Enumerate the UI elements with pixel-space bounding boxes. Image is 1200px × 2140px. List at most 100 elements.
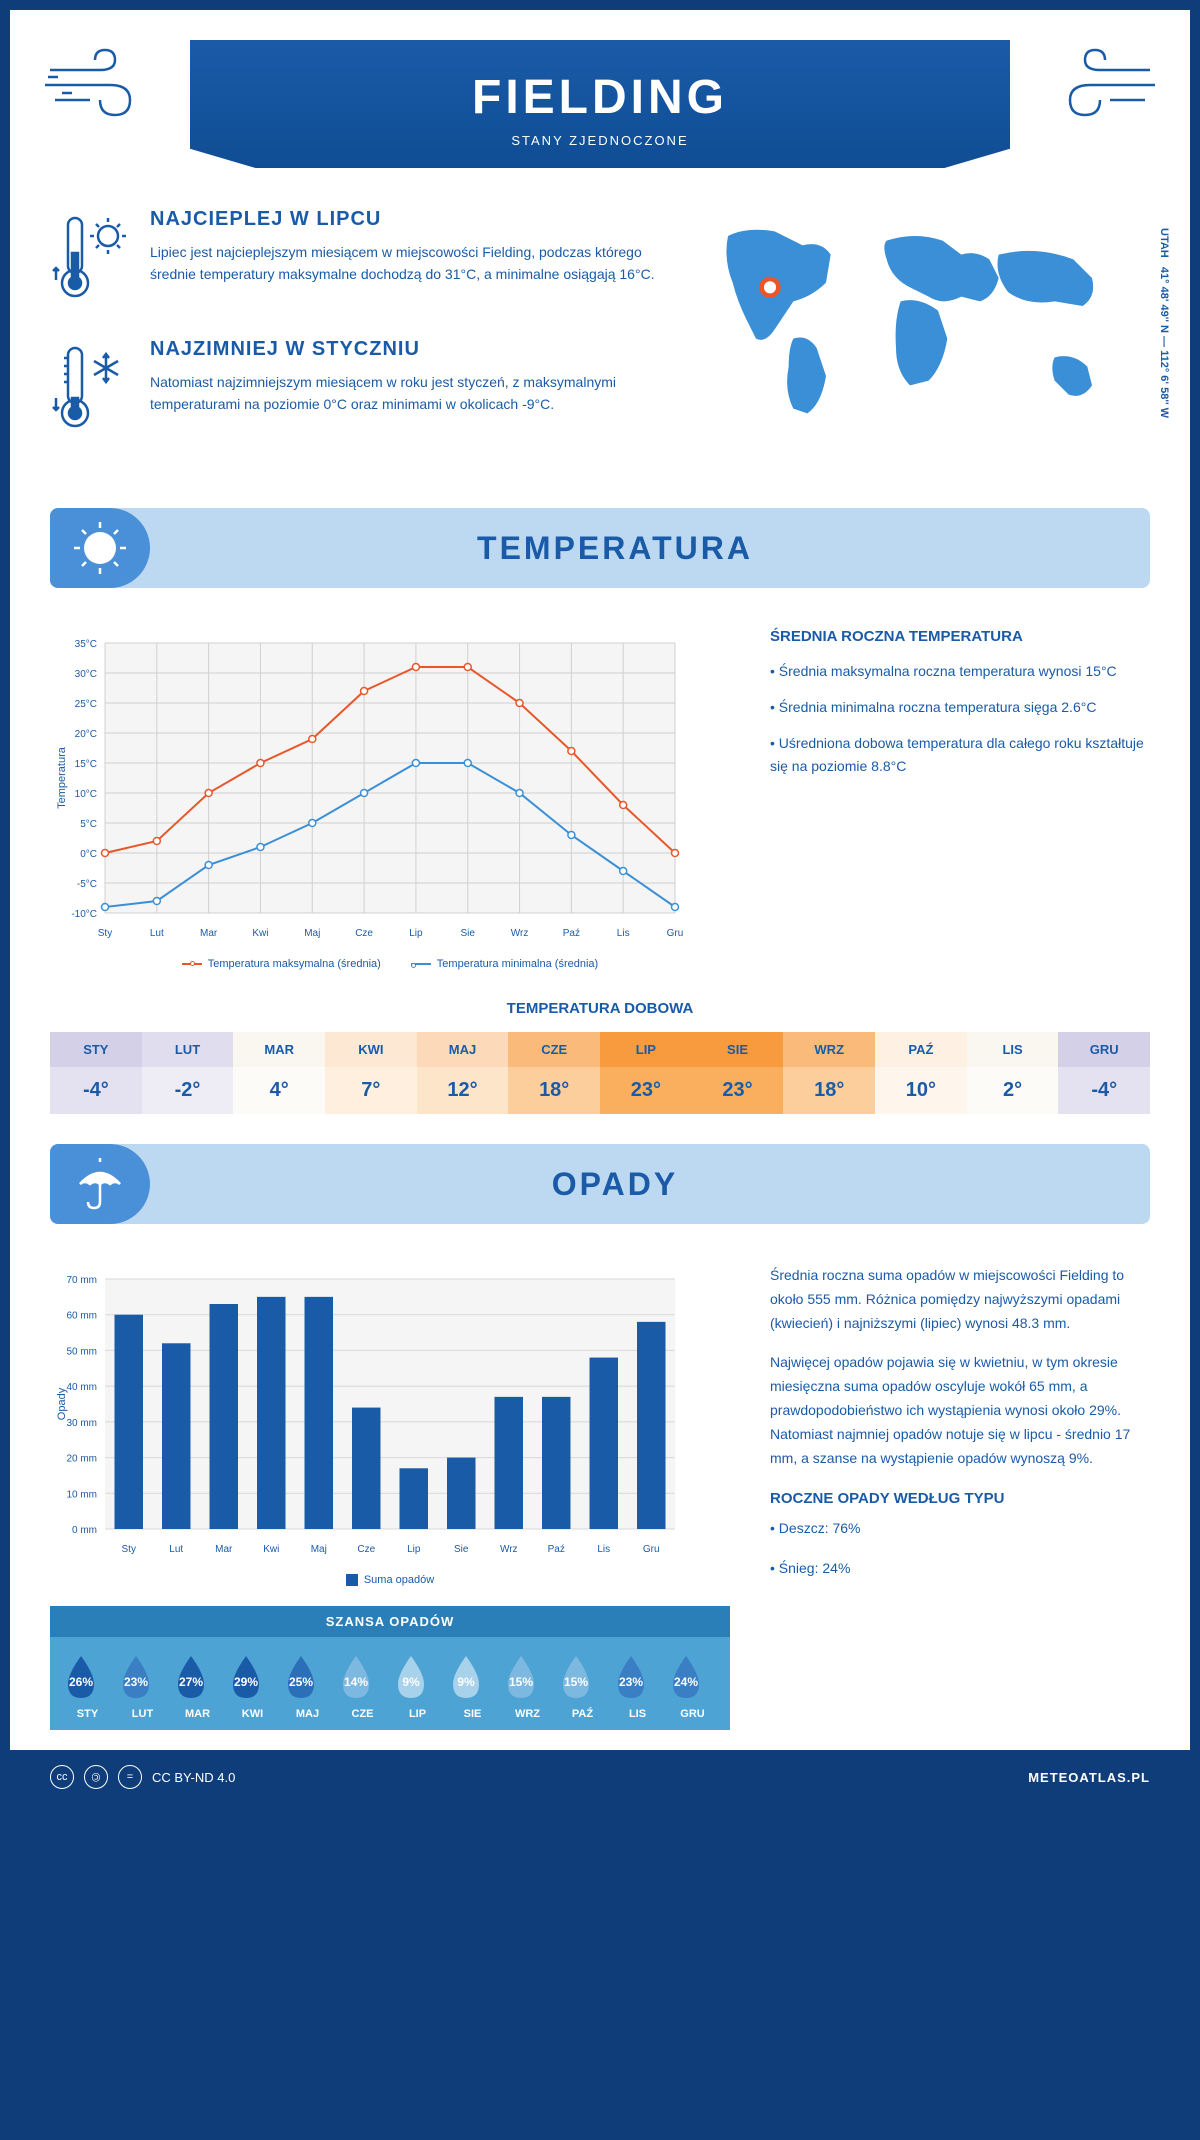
footer-left: cc 🄯 = CC BY-ND 4.0 xyxy=(50,1765,235,1789)
precipitation-banner: OPADY xyxy=(50,1144,1150,1224)
daily-value: 10° xyxy=(875,1067,967,1114)
svg-text:Lis: Lis xyxy=(617,928,630,939)
svg-text:Kwi: Kwi xyxy=(252,928,268,939)
precip-type-title: ROCZNE OPADY WEDŁUG TYPU xyxy=(770,1490,1150,1507)
precip-snow: • Śnieg: 24% xyxy=(770,1557,1150,1581)
by-icon: 🄯 xyxy=(84,1765,108,1789)
precip-p1: Średnia roczna suma opadów w miejscowośc… xyxy=(770,1264,1150,1335)
precip-info: Średnia roczna suma opadów w miejscowośc… xyxy=(770,1264,1150,1730)
chance-cell: 25%MAJ xyxy=(280,1652,335,1720)
daily-value: -2° xyxy=(142,1067,234,1114)
chance-month: LIP xyxy=(390,1708,445,1720)
temp-legend: Temperatura maksymalna (średnia) Tempera… xyxy=(50,958,730,970)
daily-cell: LUT-2° xyxy=(142,1032,234,1114)
daily-cell: STY-4° xyxy=(50,1032,142,1114)
svg-text:15%: 15% xyxy=(564,1675,588,1689)
legend-min: Temperatura minimalna (średnia) xyxy=(437,958,598,970)
daily-value: 18° xyxy=(783,1067,875,1114)
drop-icon: 9% xyxy=(445,1652,487,1702)
chance-month: SIE xyxy=(445,1708,500,1720)
temperature-section: -10°C-5°C0°C5°C10°C15°C20°C25°C30°C35°CS… xyxy=(10,608,1190,990)
chance-month: MAR xyxy=(170,1708,225,1720)
chance-cell: 29%KWI xyxy=(225,1652,280,1720)
thermometer-snow-icon xyxy=(50,338,130,438)
drop-icon: 23% xyxy=(610,1652,652,1702)
daily-month: LIS xyxy=(967,1032,1059,1067)
svg-text:50 mm: 50 mm xyxy=(66,1346,97,1357)
precip-rain: • Deszcz: 76% xyxy=(770,1517,1150,1541)
chance-cell: 23% LUT xyxy=(115,1652,170,1720)
svg-text:23%: 23% xyxy=(619,1675,643,1689)
svg-text:15°C: 15°C xyxy=(75,759,97,770)
drop-icon: 27% xyxy=(170,1652,212,1702)
header-area: FIELDING STANY ZJEDNOCZONE xyxy=(10,10,1190,168)
chance-box: SZANSA OPADÓW 26%STY23%LUT27%MAR29%KWI25… xyxy=(50,1606,730,1730)
chance-cell: 15% WRZ xyxy=(500,1652,555,1720)
warmest-desc: Lipiec jest najcieplejszym miesiącem w m… xyxy=(150,241,670,286)
chance-month: LUT xyxy=(115,1708,170,1720)
precipitation-title: OPADY xyxy=(180,1166,1050,1203)
drop-icon: 15% xyxy=(500,1652,542,1702)
wind-icon xyxy=(40,45,140,125)
daily-cell: SIE23° xyxy=(692,1032,784,1114)
chance-month: GRU xyxy=(665,1708,720,1720)
chance-cell: 26% STY xyxy=(60,1652,115,1720)
svg-text:Lip: Lip xyxy=(409,928,423,939)
svg-text:5°C: 5°C xyxy=(80,819,97,830)
svg-text:60 mm: 60 mm xyxy=(66,1311,97,1322)
drop-icon: 25% xyxy=(280,1652,322,1702)
svg-text:30°C: 30°C xyxy=(75,669,97,680)
daily-cell: KWI7° xyxy=(325,1032,417,1114)
site-name: METEOATLAS.PL xyxy=(1028,1770,1150,1785)
daily-cell: MAR4° xyxy=(233,1032,325,1114)
svg-text:35°C: 35°C xyxy=(75,639,97,650)
svg-text:40 mm: 40 mm xyxy=(66,1382,97,1393)
temperature-title: TEMPERATURA xyxy=(180,530,1050,567)
temperature-banner: TEMPERATURA xyxy=(50,508,1150,588)
temperature-chart: -10°C-5°C0°C5°C10°C15°C20°C25°C30°C35°CS… xyxy=(50,628,730,970)
precip-legend: Suma opadów xyxy=(50,1574,730,1586)
svg-text:Gru: Gru xyxy=(643,1544,660,1555)
precip-legend-label: Suma opadów xyxy=(364,1574,434,1586)
daily-value: 7° xyxy=(325,1067,417,1114)
lon: 112° 6' 58'' W xyxy=(1158,350,1170,418)
temp-bullet: • Średnia minimalna roczna temperatura s… xyxy=(770,696,1150,720)
svg-text:Mar: Mar xyxy=(215,1544,233,1555)
drop-icon: 24% xyxy=(665,1652,707,1702)
daily-month: MAR xyxy=(233,1032,325,1067)
chance-month: WRZ xyxy=(500,1708,555,1720)
daily-cell: WRZ18° xyxy=(783,1032,875,1114)
intro-left: NAJCIEPLEJ W LIPCU Lipiec jest najcieple… xyxy=(50,208,670,468)
daily-cell: LIS2° xyxy=(967,1032,1059,1114)
daily-title: TEMPERATURA DOBOWA xyxy=(10,1000,1190,1017)
svg-text:Kwi: Kwi xyxy=(263,1544,279,1555)
svg-text:Cze: Cze xyxy=(355,928,373,939)
temp-bullet: • Średnia maksymalna roczna temperatura … xyxy=(770,660,1150,684)
coldest-block: NAJZIMNIEJ W STYCZNIU Natomiast najzimni… xyxy=(50,338,670,438)
precipitation-section: 0 mm10 mm20 mm30 mm40 mm50 mm60 mm70 mmS… xyxy=(10,1244,1190,1750)
drop-icon: 23% xyxy=(115,1652,157,1702)
intro-section: NAJCIEPLEJ W LIPCU Lipiec jest najcieple… xyxy=(10,168,1190,488)
svg-text:0°C: 0°C xyxy=(80,849,97,860)
svg-text:Paź: Paź xyxy=(548,1544,565,1555)
svg-text:20 mm: 20 mm xyxy=(66,1454,97,1465)
chance-month: STY xyxy=(60,1708,115,1720)
svg-text:25%: 25% xyxy=(289,1675,313,1689)
city-name: FIELDING xyxy=(210,70,990,125)
daily-month: STY xyxy=(50,1032,142,1067)
svg-text:25°C: 25°C xyxy=(75,699,97,710)
svg-text:70 mm: 70 mm xyxy=(66,1275,97,1286)
legend-max: Temperatura maksymalna (średnia) xyxy=(208,958,381,970)
svg-text:Paź: Paź xyxy=(563,928,580,939)
header-banner: FIELDING STANY ZJEDNOCZONE xyxy=(190,40,1010,168)
drop-icon: 26% xyxy=(60,1652,102,1702)
svg-text:27%: 27% xyxy=(179,1675,203,1689)
daily-month: PAŹ xyxy=(875,1032,967,1067)
chance-cell: 23% LIS xyxy=(610,1652,665,1720)
chance-month: LIS xyxy=(610,1708,665,1720)
daily-value: 23° xyxy=(600,1067,692,1114)
daily-month: GRU xyxy=(1058,1032,1150,1067)
cc-icon: cc xyxy=(50,1765,74,1789)
lat: 41° 48' 49'' N xyxy=(1158,267,1170,333)
svg-text:Maj: Maj xyxy=(304,928,320,939)
